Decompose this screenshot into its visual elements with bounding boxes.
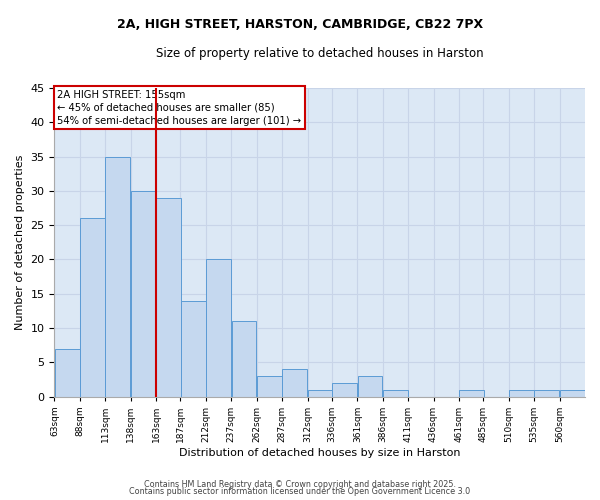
- Bar: [283, 369, 307, 396]
- Bar: [383, 390, 408, 396]
- Bar: [509, 390, 534, 396]
- Bar: [181, 300, 206, 396]
- Bar: [535, 390, 559, 396]
- Bar: [55, 348, 80, 397]
- Bar: [206, 260, 231, 396]
- Y-axis label: Number of detached properties: Number of detached properties: [15, 154, 25, 330]
- Bar: [80, 218, 105, 396]
- X-axis label: Distribution of detached houses by size in Harston: Distribution of detached houses by size …: [179, 448, 460, 458]
- Bar: [308, 390, 332, 396]
- Bar: [106, 156, 130, 396]
- Title: Size of property relative to detached houses in Harston: Size of property relative to detached ho…: [156, 48, 484, 60]
- Bar: [131, 191, 156, 396]
- Text: 2A, HIGH STREET, HARSTON, CAMBRIDGE, CB22 7PX: 2A, HIGH STREET, HARSTON, CAMBRIDGE, CB2…: [117, 18, 483, 30]
- Text: Contains HM Land Registry data © Crown copyright and database right 2025.: Contains HM Land Registry data © Crown c…: [144, 480, 456, 489]
- Bar: [257, 376, 282, 396]
- Bar: [560, 390, 585, 396]
- Bar: [232, 321, 256, 396]
- Bar: [332, 383, 357, 396]
- Text: Contains public sector information licensed under the Open Government Licence 3.: Contains public sector information licen…: [130, 487, 470, 496]
- Bar: [358, 376, 382, 396]
- Bar: [459, 390, 484, 396]
- Text: 2A HIGH STREET: 155sqm
← 45% of detached houses are smaller (85)
54% of semi-det: 2A HIGH STREET: 155sqm ← 45% of detached…: [57, 90, 301, 126]
- Bar: [157, 198, 181, 396]
